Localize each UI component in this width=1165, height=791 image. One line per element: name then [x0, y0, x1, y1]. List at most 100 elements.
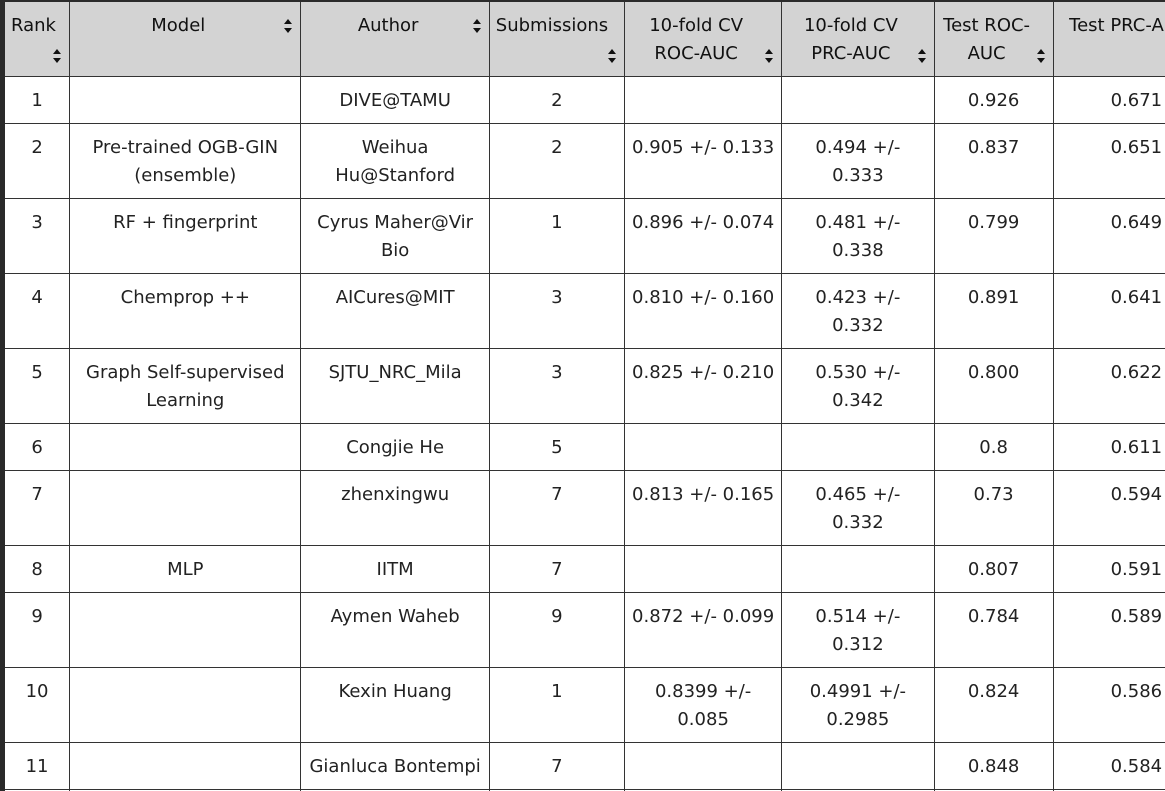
- table-row: 11 Gianluca Bontempi 7 0.848 0.584: [1, 742, 1165, 790]
- table-row: 9 Aymen Waheb 9 0.872 +/- 0.099 0.514 +/- 0.…: [1, 592, 1165, 668]
- table-cell: 0.4991 +/- 0.2985: [781, 667, 935, 743]
- table-cell: 7: [488, 470, 626, 546]
- table-cell: 3: [488, 348, 626, 424]
- table-cell: [69, 667, 302, 743]
- table-cell: 5: [1, 348, 71, 424]
- table-cell: 7: [488, 789, 626, 791]
- table-cell: 10: [1, 667, 71, 743]
- table-cell: Chemprop: [69, 789, 302, 791]
- column-header[interactable]: Test PRC-AUC: [1052, 0, 1165, 77]
- table-cell: 0.926: [933, 76, 1054, 124]
- table-cell: 0.589: [1052, 592, 1165, 668]
- table-cell: MLP: [69, 545, 302, 593]
- table-cell: 7: [488, 545, 626, 593]
- table-cell: 0.799: [933, 198, 1054, 274]
- table-cell: Congjie He: [300, 423, 490, 471]
- sort-icon[interactable]: [917, 49, 926, 63]
- table-cell: 0.611: [1052, 423, 1165, 471]
- table-cell: 11: [1, 742, 71, 790]
- table-cell: 6: [1, 423, 71, 471]
- table-cell: 0.813 +/- 0.165: [623, 470, 783, 546]
- table-cell: 5: [488, 423, 626, 471]
- table-row: 1 DIVE@TAMU 2 0.926 0.671: [1, 76, 1165, 124]
- table-cell: 0.651: [1052, 123, 1165, 199]
- table-cell: 0.807: [933, 545, 1054, 593]
- table-cell: 12: [1, 789, 71, 791]
- header-row: Rank Model Author Submissions 10-fold CV ROC…: [1, 0, 1165, 77]
- column-header[interactable]: 10-fold CV PRC-AUC: [781, 0, 935, 77]
- table-cell: 2: [1, 123, 71, 199]
- table-row: 6 Congjie He 5 0.8 0.611: [1, 423, 1165, 471]
- table-cell: 7: [488, 742, 626, 790]
- table-cell: 0.622: [1052, 348, 1165, 424]
- header-text: Model: [151, 15, 206, 36]
- table-row: 3 RF + fingerprint Cyrus Maher@Vir Bio 1 0.8…: [1, 198, 1165, 274]
- table-cell: [69, 592, 302, 668]
- header-text: Test PRC-AUC: [1069, 15, 1165, 36]
- table-cell: 0.641: [1052, 273, 1165, 349]
- table-cell: SJTU_NRC_Mila: [300, 348, 490, 424]
- table-row: 2 Pre-trained OGB-GIN (ensemble) Weihua Hu…: [1, 123, 1165, 199]
- table-cell: [623, 76, 783, 124]
- table-cell: 0.848: [933, 742, 1054, 790]
- table-row: 4 Chemprop ++ AICures@MIT 3 0.810 +/- 0.160 0…: [1, 273, 1165, 349]
- column-header[interactable]: 10-fold CV ROC-AUC: [623, 0, 783, 77]
- table-cell: 0.837: [933, 123, 1054, 199]
- table-cell: AICures@MIT: [300, 273, 490, 349]
- table-cell: 0.514 +/- 0.312: [781, 592, 935, 668]
- table-cell: 4: [1, 273, 71, 349]
- table-cell: [69, 742, 302, 790]
- table-cell: 0.586: [1052, 667, 1165, 743]
- table-cell: Gianluca Bontempi: [300, 742, 490, 790]
- table-cell: [69, 76, 302, 124]
- table-cell: [781, 423, 935, 471]
- sort-icon[interactable]: [284, 19, 293, 33]
- table-cell: 0.896 +/- 0.074: [623, 198, 783, 274]
- table-cell: 1: [1, 76, 71, 124]
- table-cell: 0.423 +/- 0.332: [781, 273, 935, 349]
- table-cell: 0.591: [1052, 545, 1165, 593]
- sort-icon[interactable]: [765, 49, 774, 63]
- column-header[interactable]: Rank: [1, 0, 71, 77]
- header-text: Submissions: [495, 15, 609, 36]
- table-cell: 0.905 +/- 0.133: [623, 123, 783, 199]
- header-text: 10-fold CV ROC-AUC: [649, 15, 744, 64]
- table-row: 10 Kexin Huang 1 0.8399 +/- 0.085 0.4991 +/-…: [1, 667, 1165, 743]
- table-cell: 1: [488, 198, 626, 274]
- table-row: 12ChempropRajat Gupta70.8200.6020.8180.5…: [1, 789, 1165, 791]
- table-cell: 3: [1, 198, 71, 274]
- column-header[interactable]: Submissions: [488, 0, 626, 77]
- table-cell: zhenxingwu: [300, 470, 490, 546]
- table-cell: 0.8399 +/- 0.085: [623, 667, 783, 743]
- table-cell: 0.891: [933, 273, 1054, 349]
- table-body: 1 DIVE@TAMU 2 0.926 0.671 2 Pre-trained OGB-GI…: [1, 76, 1165, 791]
- table-cell: [623, 742, 783, 790]
- table-cell: [623, 545, 783, 593]
- table-cell: [69, 423, 302, 471]
- column-header[interactable]: Model: [69, 0, 302, 77]
- column-header[interactable]: Test ROC-AUC: [933, 0, 1054, 77]
- sort-icon[interactable]: [608, 49, 616, 63]
- table-cell: 7: [1, 470, 71, 546]
- table-cell: Chemprop ++: [69, 273, 302, 349]
- table-cell: 0.810 +/- 0.160: [623, 273, 783, 349]
- header-text: Test ROC-AUC: [943, 15, 1031, 64]
- column-header[interactable]: Author: [300, 0, 490, 77]
- table-cell: 2: [488, 76, 626, 124]
- table-cell: [781, 76, 935, 124]
- table-cell: 0.481 +/- 0.338: [781, 198, 935, 274]
- sort-icon[interactable]: [1036, 49, 1045, 63]
- table-cell: 8: [1, 545, 71, 593]
- table-cell: Aymen Waheb: [300, 592, 490, 668]
- sort-icon[interactable]: [472, 19, 481, 33]
- table-cell: 0.671: [1052, 76, 1165, 124]
- table-cell: 0.73: [933, 470, 1054, 546]
- header-text: Rank: [11, 15, 56, 36]
- table-cell: Cyrus Maher@Vir Bio: [300, 198, 490, 274]
- table-cell: 0.824: [933, 667, 1054, 743]
- table-cell: 0.602: [781, 789, 935, 791]
- table-cell: 2: [488, 123, 626, 199]
- sort-icon[interactable]: [53, 49, 62, 63]
